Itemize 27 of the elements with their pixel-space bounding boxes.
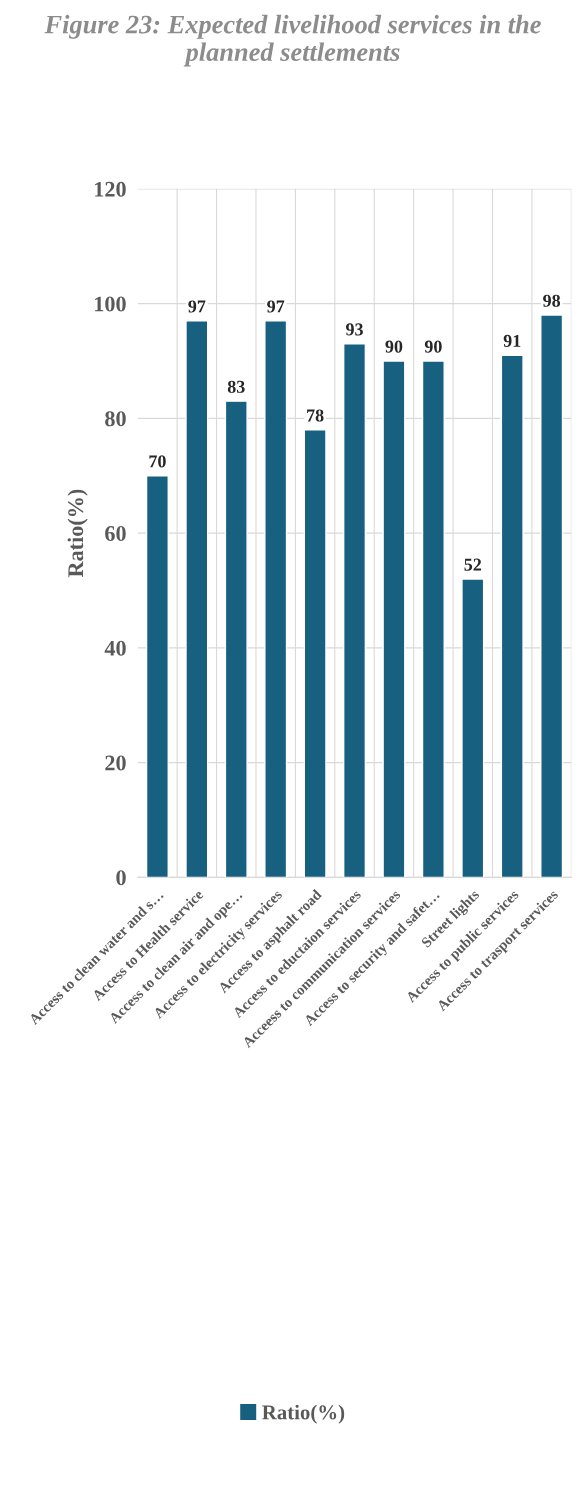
data-label: 83 [227,380,245,393]
y-tick-label: 100 [95,296,126,312]
data-label: 52 [464,558,482,571]
data-label: 98 [543,294,561,307]
chart-title: Figure 23: Expected livelihood services in the planned settlements [44,14,541,67]
data-label: 78 [307,409,324,422]
data-label: 93 [346,323,363,336]
legend-label: Ratio(%) [262,1404,345,1424]
y-tick-label: 120 [95,181,126,197]
y-tick-label: 20 [105,755,126,771]
y-tick-label: 80 [105,411,126,427]
data-label: 97 [188,300,206,313]
y-tick-label: 40 [104,640,126,656]
bar [264,320,288,878]
data-label: 90 [385,340,403,353]
data-label: 91 [503,334,521,347]
bar [303,429,327,878]
data-label: 97 [267,300,285,313]
y-tick-label: 60 [105,526,126,542]
bar [342,343,367,878]
data-label: 90 [424,340,442,353]
data-label: 70 [149,455,166,468]
bar [540,314,564,878]
y-axis-title: Ratio(%) [67,489,88,578]
y-tick-label: 0 [116,870,126,886]
bar [145,475,169,878]
bar [185,320,209,878]
